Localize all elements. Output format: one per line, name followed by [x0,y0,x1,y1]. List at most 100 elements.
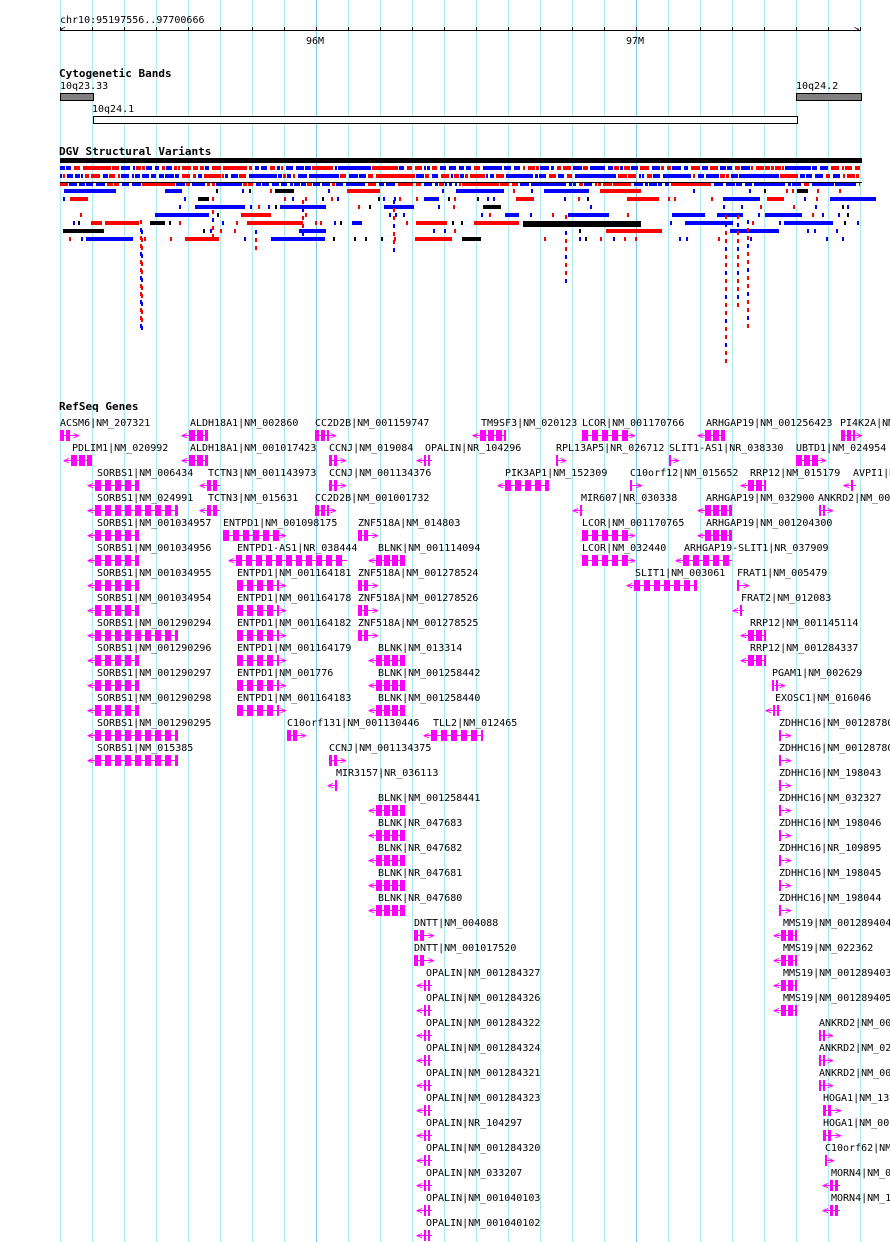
gene-model[interactable]: < [416,1155,432,1166]
structural-variant[interactable] [544,237,546,241]
structural-variant[interactable] [523,221,641,227]
structural-variant[interactable] [551,166,554,170]
gene-model[interactable]: > [819,1055,834,1066]
gene-label[interactable]: MORN4|NM_0 [831,1168,890,1179]
gene-model[interactable]: < [87,530,139,541]
structural-variant[interactable] [136,166,141,170]
gene-model[interactable]: > [823,1105,842,1116]
structural-variant[interactable] [737,287,739,291]
structural-variant[interactable] [831,166,839,170]
structural-variant[interactable] [182,166,191,170]
structural-variant[interactable] [613,182,631,186]
gene-label[interactable]: ENTPD1|NM_001164182 [237,618,352,629]
structural-variant[interactable] [141,270,143,274]
gene-model[interactable]: < [87,480,139,491]
gene-model[interactable]: > [779,855,792,866]
gene-model[interactable]: > [329,455,347,466]
structural-variant[interactable] [256,182,261,186]
gene-model[interactable]: > [841,430,863,441]
structural-variant[interactable] [842,205,844,209]
structural-variant[interactable] [448,197,450,201]
gene-model[interactable]: < [740,630,766,641]
structural-variant[interactable] [845,166,852,170]
structural-variant[interactable] [74,166,80,170]
structural-variant[interactable] [86,237,133,241]
structural-variant[interactable] [292,197,294,201]
gene-model[interactable]: > [237,655,287,666]
structural-variant[interactable] [760,205,762,209]
structural-variant[interactable] [262,182,269,186]
gene-model[interactable]: < [368,555,405,566]
gene-model[interactable]: < [416,980,432,991]
gene-label[interactable]: CC2D2B|NM_001001732 [315,493,430,504]
structural-variant[interactable] [258,205,260,209]
structural-variant[interactable] [416,182,421,186]
structural-variant[interactable] [249,166,252,170]
gene-label[interactable]: ANKRD2|NM_02 [819,1043,890,1054]
structural-variant[interactable] [590,166,605,170]
gene-label[interactable]: ZNF518A|NM_014803 [358,518,461,529]
structural-variant[interactable] [842,166,844,170]
structural-variant[interactable] [747,252,749,256]
structural-variant[interactable] [255,166,259,170]
gene-model[interactable]: < [368,830,405,841]
structural-variant[interactable] [63,229,104,233]
structural-variant[interactable] [786,189,788,193]
structural-variant[interactable] [142,182,175,186]
gene-model[interactable]: > [819,505,834,516]
structural-variant[interactable] [640,166,649,170]
gene-model[interactable]: < [63,455,92,466]
structural-variant[interactable] [747,276,749,280]
structural-variant[interactable] [166,166,172,170]
structural-variant[interactable] [631,166,638,170]
structural-variant[interactable] [516,197,534,201]
structural-variant[interactable] [793,205,795,209]
structural-variant[interactable] [775,166,781,170]
gene-label[interactable]: ZNF518A|NM_001278524 [358,568,479,579]
gene-model[interactable]: > [779,730,792,741]
gene-label[interactable]: MMS19|NM_022362 [783,943,874,954]
structural-variant[interactable] [165,174,174,178]
structural-variant[interactable] [212,234,214,238]
structural-variant[interactable] [726,182,735,186]
structural-variant[interactable] [844,221,846,225]
structural-variant[interactable] [445,182,447,186]
structural-variant[interactable] [804,182,809,186]
structural-variant[interactable] [486,174,488,178]
structural-variant[interactable] [186,182,190,186]
structural-variant[interactable] [739,174,779,178]
structural-variant[interactable] [725,359,727,363]
gene-label[interactable]: CC2D2B|NM_001159747 [315,418,430,429]
gene-model[interactable]: < [416,1030,432,1041]
gene-model[interactable]: < [87,655,139,666]
structural-variant[interactable] [255,230,257,234]
structural-variant[interactable] [645,182,648,186]
structural-variant[interactable] [569,182,572,186]
structural-variant[interactable] [725,231,727,235]
structural-variant[interactable] [60,174,62,178]
gene-label[interactable]: SORBS1|NM_001034957 [97,518,212,529]
structural-variant[interactable] [340,174,346,178]
structural-variant[interactable] [686,237,688,241]
gene-model[interactable]: > [237,605,287,616]
structural-variant[interactable] [320,221,322,225]
structural-variant[interactable] [747,324,749,328]
structural-variant[interactable] [305,166,311,170]
cytobands-track-title[interactable]: Cytogenetic Bands [59,67,172,80]
structural-variant[interactable] [378,197,380,201]
structural-variant[interactable] [439,182,444,186]
structural-variant[interactable] [842,237,844,241]
structural-variant[interactable] [531,189,533,193]
gene-model[interactable]: > [582,530,636,541]
structural-variant[interactable] [210,229,212,233]
structural-variant[interactable] [477,197,479,201]
structural-variant[interactable] [826,174,830,178]
structural-variant[interactable] [394,237,396,241]
structural-variant[interactable] [539,174,546,178]
structural-variant[interactable] [204,174,221,178]
gene-label[interactable]: SLIT1-AS1|NR_038330 [669,443,784,454]
structural-variant[interactable] [432,166,437,170]
structural-variant[interactable] [427,166,430,170]
structural-variant[interactable] [315,221,317,225]
structural-variant[interactable] [69,182,77,186]
